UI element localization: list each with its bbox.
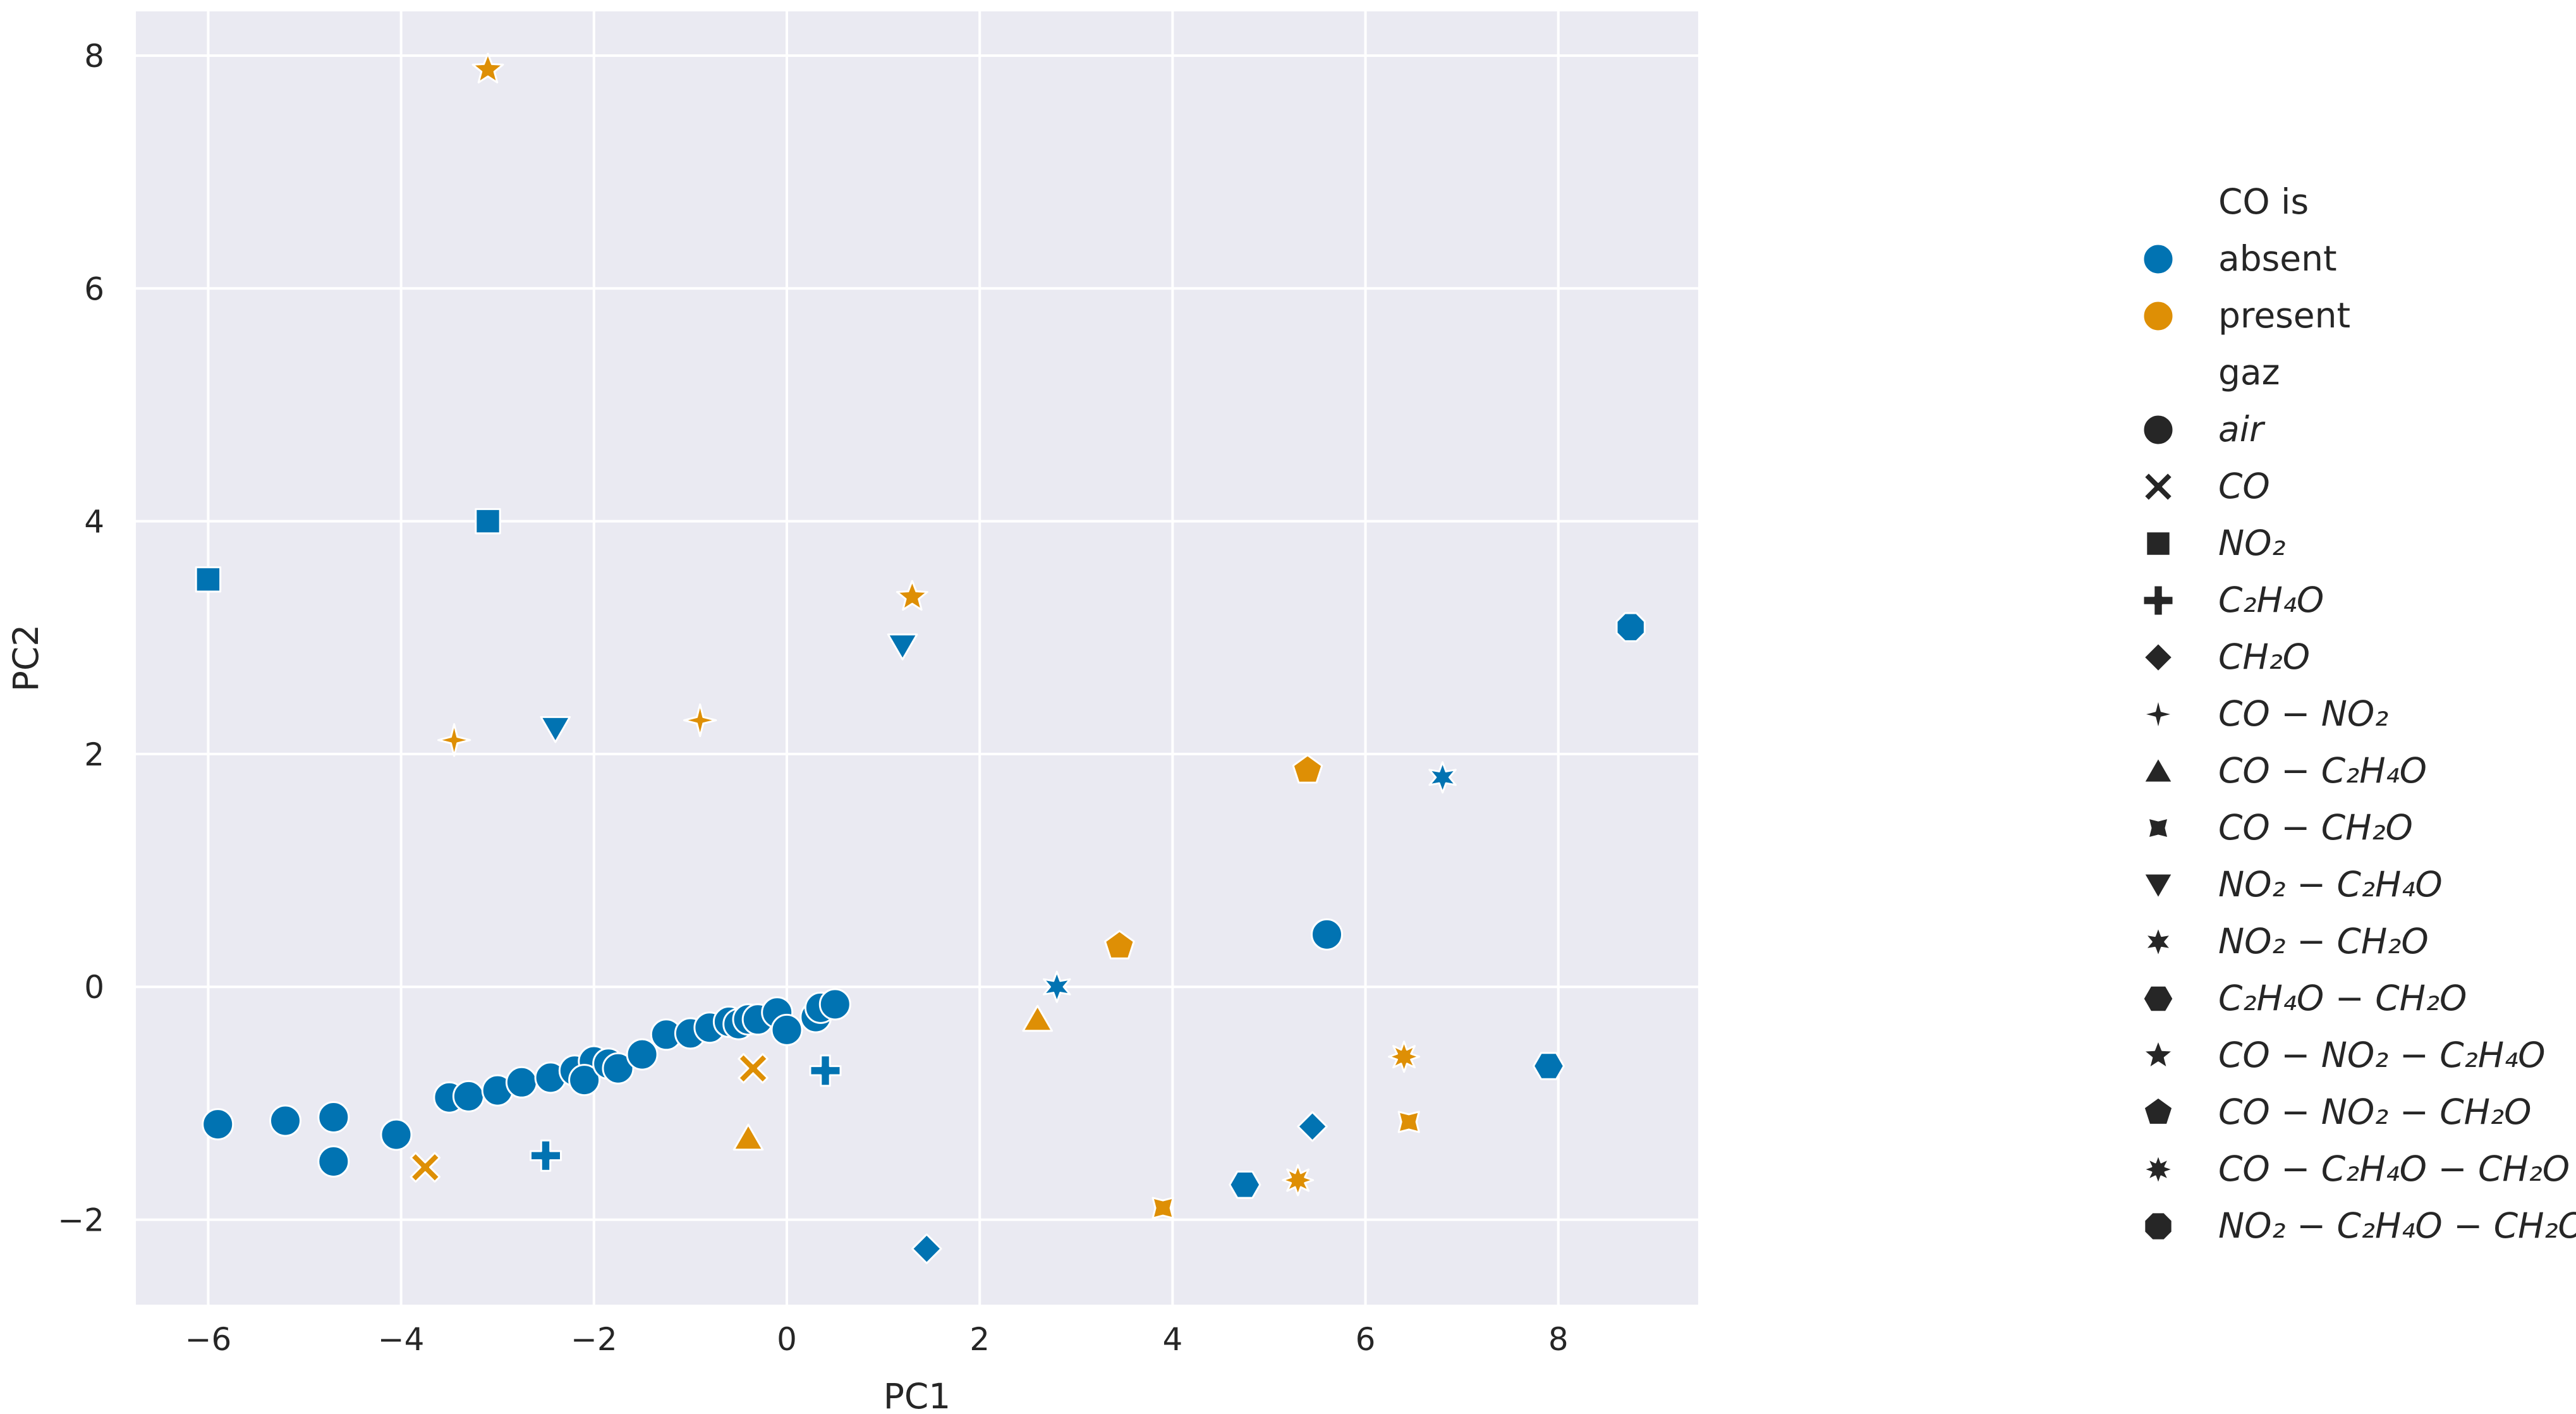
data-point (602, 1052, 635, 1085)
data-point (1388, 1040, 1421, 1073)
grid-lines (136, 11, 1698, 1305)
legend-label: NO₂ (2218, 523, 2285, 563)
legend-marker-NO2 (2145, 530, 2172, 557)
plot-area (136, 11, 1698, 1305)
legend-marker-air (2142, 413, 2175, 446)
data-point (809, 1054, 842, 1087)
y-tick-label: −2 (58, 1202, 104, 1239)
data-point (195, 566, 222, 593)
data-point (1151, 1197, 1174, 1219)
y-tick-label: 0 (84, 969, 104, 1006)
legend-label: NO₂ − CH₂O (2218, 921, 2429, 961)
x-tick-label: 4 (1162, 1321, 1182, 1358)
legend-marker-C2H4O-CH2O (2142, 984, 2175, 1013)
x-tick-label: 2 (969, 1321, 990, 1358)
data-point (683, 703, 717, 738)
legend-marker-NO2-C2H4O (2142, 872, 2174, 900)
x-tick-label: −4 (378, 1321, 425, 1358)
data-point (410, 1152, 441, 1183)
data-point (1292, 754, 1323, 784)
legend-marker-C2H4O (2142, 584, 2175, 617)
data-point (202, 1108, 234, 1141)
data-point (452, 1080, 485, 1112)
data-points (195, 52, 1646, 1264)
data-point (1022, 1004, 1054, 1032)
legend-label: CO (2218, 466, 2270, 506)
legend-label: NO₂ − C₂H₄O (2218, 864, 2443, 905)
data-point (1282, 1164, 1315, 1197)
legend-title: gaz (2218, 352, 2280, 393)
legend-label: CO − NO₂ (2218, 693, 2388, 734)
legend-label: CO − CH₂O (2218, 807, 2413, 848)
data-point (1104, 930, 1135, 960)
x-axis-label: PC1 (884, 1376, 951, 1414)
data-point (1397, 1111, 1420, 1133)
x-tick-label: 6 (1356, 1321, 1376, 1358)
data-point (911, 1233, 942, 1264)
legend-marker-CH2O (2142, 642, 2174, 673)
data-point (540, 716, 571, 743)
data-point (732, 1123, 764, 1151)
legend-marker-CO-CH2O (2147, 817, 2170, 839)
legend-label: NO₂ − C₂H₄O − CH₂O (2218, 1205, 2576, 1246)
legend-label: C₂H₄O − CH₂O (2218, 978, 2467, 1018)
data-point (505, 1066, 538, 1099)
data-point (1229, 1171, 1261, 1199)
legend-label: CO − C₂H₄O (2218, 750, 2427, 791)
legend-label: CO − C₂H₄O − CH₂O (2218, 1149, 2570, 1189)
data-point (1297, 1111, 1328, 1142)
legend-label: C₂H₄O (2218, 580, 2324, 620)
data-point (568, 1064, 601, 1097)
data-point (269, 1104, 301, 1137)
x-tick-label: −2 (571, 1321, 617, 1358)
legend-label: air (2218, 409, 2266, 449)
legend-marker-CO-NO2-C2H4O (2142, 1039, 2175, 1070)
data-point (1043, 970, 1071, 1003)
data-point (896, 580, 928, 611)
data-point (317, 1101, 350, 1133)
x-tick-labels: −6 −4 −2 0 2 4 6 8 (185, 1321, 1569, 1358)
legend-marker-CO-C2H4O (2142, 756, 2174, 784)
data-point (1428, 761, 1457, 794)
data-point (1311, 918, 1343, 951)
data-point (770, 1013, 803, 1046)
x-tick-label: 8 (1548, 1321, 1569, 1358)
y-axis-label: PC2 (6, 625, 46, 692)
data-point (1615, 612, 1646, 642)
data-point (738, 1052, 769, 1084)
data-point (626, 1038, 659, 1071)
legend-marker-CO-NO2 (2141, 697, 2175, 731)
legend-title: CO is (2218, 181, 2309, 222)
legend-label: CO − NO₂ − CH₂O (2218, 1092, 2531, 1132)
data-point (1533, 1052, 1565, 1080)
y-tick-label: 8 (84, 38, 104, 75)
legend-swatch-present (2142, 300, 2175, 332)
legend-swatch-absent (2142, 243, 2175, 276)
legend: CO is absent present gaz air CO NO₂ C₂H₄O CH₂O CO… (2141, 181, 2576, 1246)
legend-marker-CO (2142, 471, 2174, 503)
data-point (380, 1118, 413, 1151)
legend-label: present (2218, 295, 2350, 336)
data-point (437, 723, 471, 757)
data-point (475, 508, 501, 535)
legend-label: CO − NO₂ − C₂H₄O (2218, 1035, 2545, 1075)
data-point (530, 1139, 562, 1172)
data-point (317, 1145, 350, 1178)
legend-marker-CO-NO2-CH2O (2142, 1096, 2174, 1126)
legend-marker-NO2-CH2O (2144, 925, 2173, 958)
legend-marker-NO2-C2H4O-CH2O (2143, 1211, 2173, 1241)
legend-label: absent (2218, 238, 2337, 279)
x-tick-label: −6 (185, 1321, 232, 1358)
y-tick-labels: −2 0 2 4 6 8 (58, 38, 104, 1239)
y-tick-label: 4 (84, 504, 104, 540)
data-point (887, 633, 918, 661)
legend-marker-CO-C2H4O-CH2O (2142, 1153, 2175, 1186)
legend-label: CH₂O (2218, 637, 2310, 677)
x-tick-label: 0 (777, 1321, 797, 1358)
data-point (818, 988, 851, 1021)
y-tick-label: 2 (84, 736, 104, 773)
data-point (471, 52, 504, 83)
y-tick-label: 6 (84, 271, 104, 307)
